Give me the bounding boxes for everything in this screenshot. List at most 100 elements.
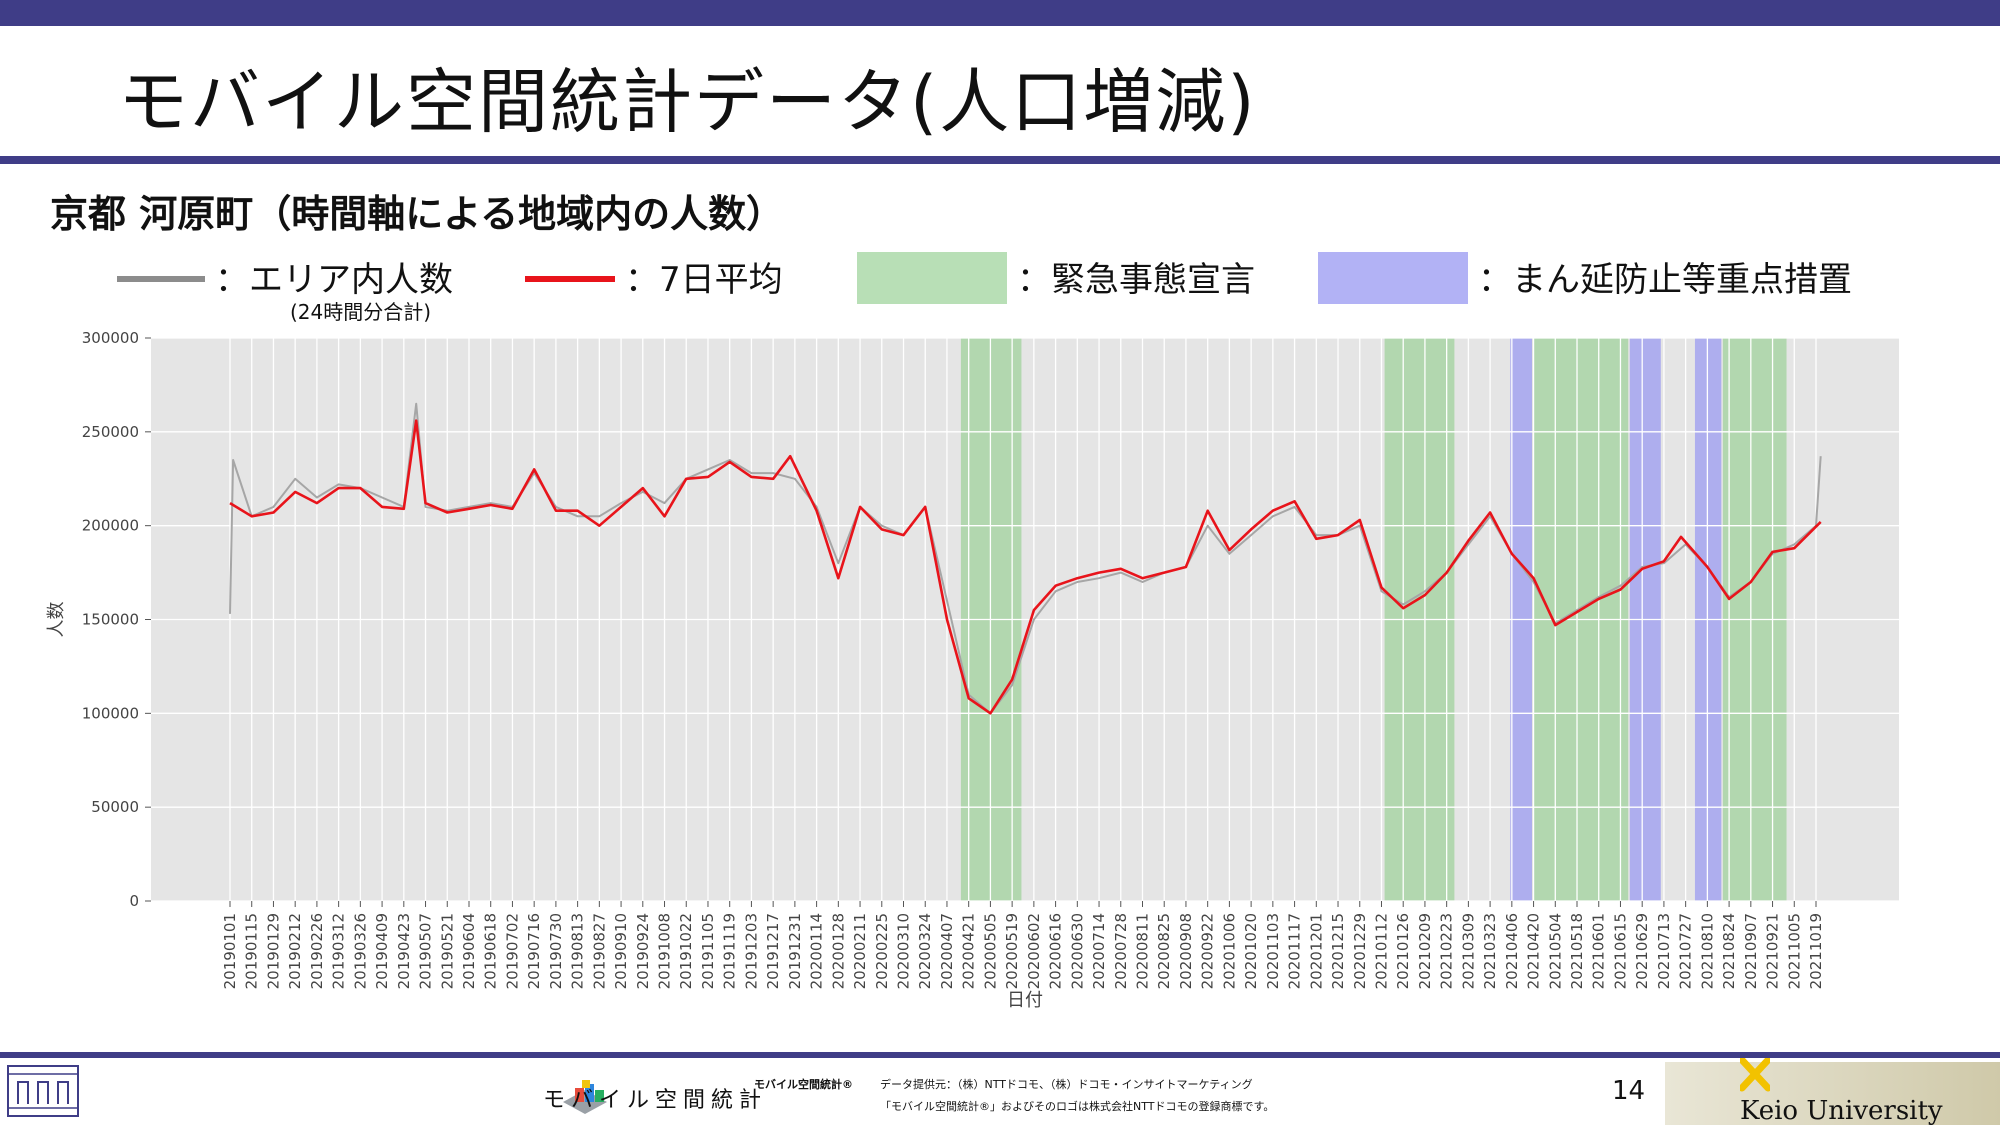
x-tick-label: 20201201 <box>1307 913 1325 989</box>
x-tick-label: 20191008 <box>656 913 674 989</box>
x-tick-label: 20210406 <box>1503 913 1521 989</box>
x-tick-label: 20190129 <box>264 913 282 989</box>
x-tick-label: 20190409 <box>373 913 391 989</box>
x-tick-label: 20200211 <box>851 913 869 989</box>
x-tick-label: 20190910 <box>612 913 630 989</box>
pen-emblem-icon <box>1740 1058 1770 1092</box>
y-tick-label: 100000 <box>82 704 139 722</box>
y-tick-label: 200000 <box>82 517 139 535</box>
x-tick-label: 20210727 <box>1677 913 1695 989</box>
legend-emergency-swatch <box>857 252 1007 304</box>
top-accent-bar <box>0 0 2000 26</box>
x-tick-label: 20191231 <box>786 913 804 989</box>
x-tick-label: 20210126 <box>1394 913 1412 989</box>
slide-title: モバイル空間統計データ(人口増減) <box>118 61 1257 143</box>
x-tick-label: 20210824 <box>1720 913 1738 989</box>
population-chart: 0 50000 100000 150000 200000 250000 300000 2019… <box>0 320 2000 1040</box>
chart-svg: 0 50000 100000 150000 200000 250000 300000 2019… <box>46 329 1899 1011</box>
x-tick-label: 20200908 <box>1177 913 1195 989</box>
x-tick-label: 20190212 <box>286 913 304 989</box>
x-tick-label: 20190507 <box>417 913 435 989</box>
x-tick-label: 20200128 <box>829 913 847 989</box>
x-tick-label: 20201117 <box>1286 913 1304 989</box>
x-tick-label: 20210615 <box>1611 913 1629 989</box>
x-tick-label: 20210810 <box>1698 913 1716 989</box>
x-tick-label: 20211005 <box>1785 913 1803 989</box>
x-tick-label: 20191022 <box>677 913 695 989</box>
x-tick-label: 20200310 <box>895 913 913 989</box>
x-tick-label: 20211019 <box>1807 913 1825 989</box>
x-tick-label: 20190716 <box>525 913 543 989</box>
x-tick-label: 20190924 <box>634 913 652 989</box>
x-tick-label: 20200421 <box>960 913 978 989</box>
x-tick-label: 20190115 <box>243 913 261 989</box>
lab-logo-icon <box>7 1065 79 1117</box>
legend-priority-swatch <box>1318 252 1468 304</box>
x-tick-label: 20210309 <box>1459 913 1477 989</box>
x-tick-label: 20201020 <box>1242 913 1260 989</box>
x-tick-label: 20190312 <box>330 913 348 989</box>
legend-daily-label: ：エリア内人数 <box>215 260 453 300</box>
legend-priority-label: ：まん延防止等重点措置 <box>1478 260 1852 300</box>
x-tick-label: 20210420 <box>1525 913 1543 989</box>
x-tick-label: 20190618 <box>482 913 500 989</box>
legend-daily-swatch <box>117 276 205 282</box>
x-tick-label: 20210601 <box>1590 913 1608 989</box>
x-tick-label: 20190521 <box>438 913 456 989</box>
x-tick-label: 20210629 <box>1633 913 1651 989</box>
x-tick-label: 20190702 <box>503 913 521 989</box>
footer-divider <box>0 1052 2000 1058</box>
footer-trademark: 「モバイル空間統計®」およびそのロゴは株式会社NTTドコモの登録商標です。 <box>880 1100 1275 1113</box>
y-tick-label: 50000 <box>91 798 139 816</box>
x-tick-label: 20200114 <box>808 913 826 989</box>
x-tick-label: 20200519 <box>1003 913 1021 989</box>
x-tick-label: 20190604 <box>460 913 478 989</box>
x-tick-label: 20200505 <box>981 913 999 989</box>
university-name: Keio University <box>1740 1096 1943 1126</box>
y-tick-label: 300000 <box>82 329 139 347</box>
footer-brand-name: モバイル空間統計 <box>543 1088 768 1113</box>
x-tick-label: 20191203 <box>742 913 760 989</box>
x-tick-label: 20190101 <box>221 913 239 989</box>
legend-avg-label: ：7日平均 <box>625 260 783 300</box>
x-tick-label: 20191119 <box>721 913 739 989</box>
x-tick-label: 20200225 <box>873 913 891 989</box>
x-tick-label: 20201103 <box>1264 913 1282 989</box>
x-tick-label: 20200602 <box>1025 913 1043 989</box>
footer-brand-small: モバイル空間統計® <box>754 1078 853 1091</box>
x-tick-label: 20200825 <box>1155 913 1173 989</box>
y-tick-label: 250000 <box>82 423 139 441</box>
daily-series-line <box>229 402 1822 715</box>
x-tick-label: 20190226 <box>308 913 326 989</box>
title-divider <box>0 156 2000 164</box>
avg-series-line <box>229 419 1822 715</box>
x-tick-label: 20190326 <box>351 913 369 989</box>
x-tick-label: 20190827 <box>590 913 608 989</box>
x-tick-label: 20190423 <box>395 913 413 989</box>
university-banner <box>1665 1062 2000 1125</box>
x-tick-label: 20200324 <box>916 913 934 989</box>
x-tick-label: 20200811 <box>1133 913 1151 989</box>
x-tick-label: 20210209 <box>1416 913 1434 989</box>
y-tick-label: 0 <box>129 892 139 910</box>
legend-daily-note: (24時間分合計) <box>290 300 432 324</box>
x-tick-label: 20190813 <box>569 913 587 989</box>
y-tick-label: 150000 <box>82 611 139 629</box>
legend-avg-swatch <box>525 276 615 282</box>
x-tick-label: 20191217 <box>764 913 782 989</box>
chart-subtitle: 京都 河原町（時間軸による地域内の人数） <box>50 192 785 236</box>
page-number: 14 <box>1612 1076 1646 1106</box>
x-tick-label: 20200714 <box>1090 913 1108 989</box>
x-tick-label: 20200616 <box>1047 913 1065 989</box>
x-tick-label: 20200407 <box>938 913 956 989</box>
x-tick-label: 20190730 <box>547 913 565 989</box>
mobile-stats-logo-icon <box>563 1080 607 1114</box>
x-tick-label: 20210223 <box>1438 913 1456 989</box>
x-tick-label: 20210112 <box>1372 913 1390 989</box>
footer-provider: データ提供元：（株）NTTドコモ、（株）ドコモ・インサイトマーケティング <box>880 1078 1253 1091</box>
x-axis-label: 日付 <box>1007 990 1043 1011</box>
legend-emergency-label: ：緊急事態宣言 <box>1017 260 1255 300</box>
x-tick-label: 20210504 <box>1546 913 1564 989</box>
x-tick-label: 20210713 <box>1655 913 1673 989</box>
x-tick-label: 20210907 <box>1742 913 1760 989</box>
